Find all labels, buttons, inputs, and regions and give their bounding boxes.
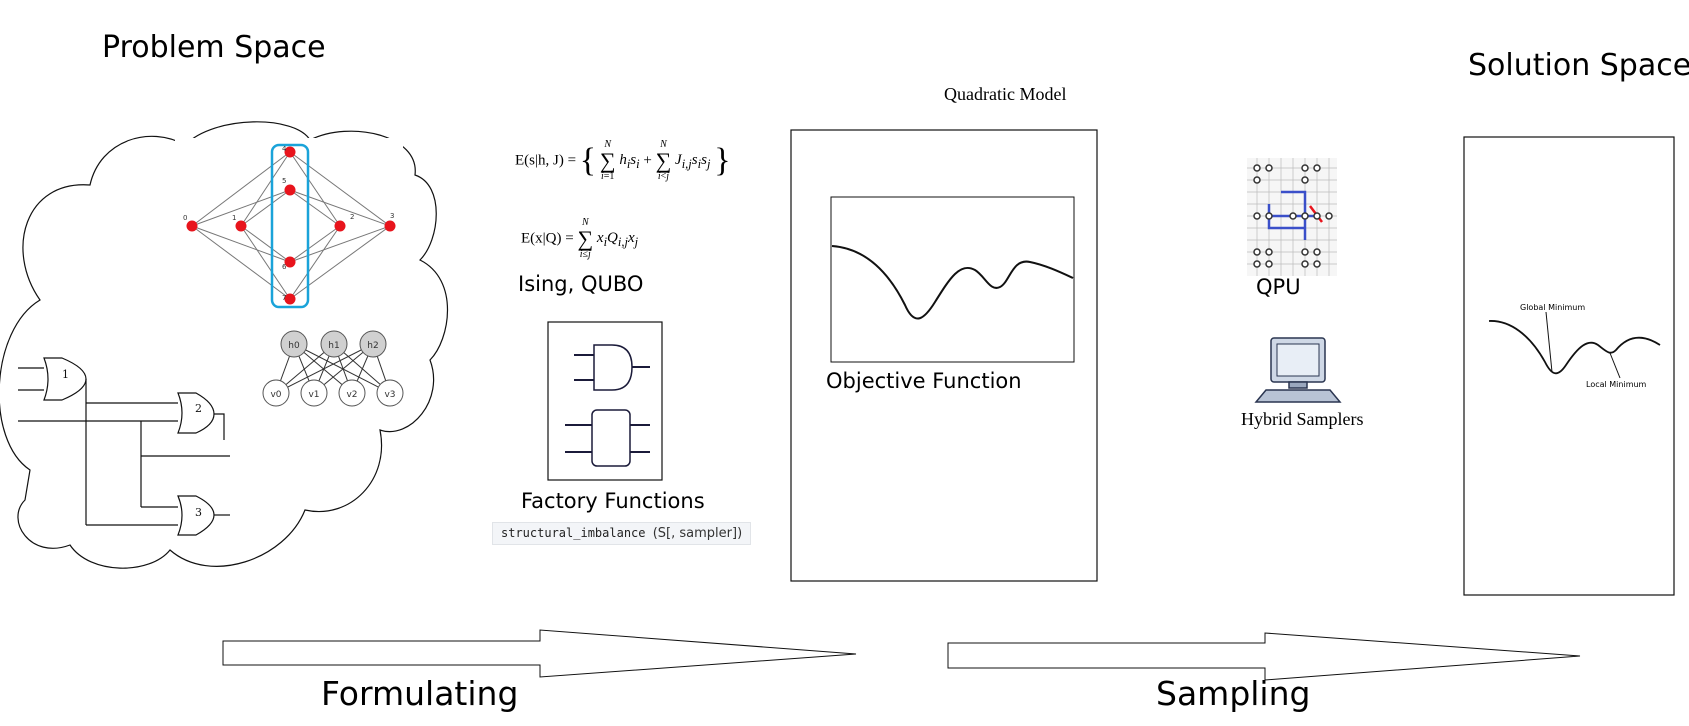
solution-space-title: Solution Space — [1468, 48, 1689, 83]
node-label: 3 — [390, 212, 394, 220]
graph-node — [284, 146, 296, 158]
code-args: (S[, sampler]) — [652, 526, 743, 541]
gate-label: 1 — [62, 368, 69, 381]
node-label: 0 — [183, 214, 187, 222]
rbm-visible-node — [376, 379, 404, 407]
rbm-label: h2 — [367, 341, 378, 351]
node-label: 4 — [282, 145, 287, 153]
graph-node — [284, 256, 296, 268]
graph-panel — [175, 138, 403, 310]
objective-plot-frame — [830, 196, 1075, 363]
rbm-label: v0 — [270, 390, 281, 400]
rbm-label: v2 — [346, 390, 357, 400]
quadratic-model-label: Quadratic Model — [944, 84, 1067, 104]
graph-node — [186, 220, 198, 232]
rbm-hidden-node — [359, 330, 387, 358]
sampling-arrow — [947, 632, 1581, 681]
node-label: 5 — [282, 177, 286, 185]
logic-gate — [177, 495, 215, 536]
logic-gate — [177, 392, 215, 434]
graph-node — [284, 184, 296, 196]
logic-gate — [43, 357, 87, 401]
node-label: 2 — [350, 213, 354, 221]
graph-nodes — [186, 146, 396, 305]
local-minimum-pointer — [1609, 352, 1621, 379]
global-minimum-label: Global Minimum — [1520, 303, 1585, 312]
code-func: structural_imbalance — [501, 526, 646, 540]
rbm-visible-node — [262, 379, 290, 407]
ising-qubo-label: Ising, QUBO — [518, 272, 644, 296]
rbm-visible-node — [300, 379, 328, 407]
qpu-label: QPU — [1256, 275, 1301, 299]
rbm-hidden-node — [320, 330, 348, 358]
sampling-label: Sampling — [1156, 674, 1311, 713]
node-label: 1 — [232, 214, 236, 222]
rbm-visible-node — [338, 379, 366, 407]
graph-node — [384, 220, 396, 232]
global-minimum-pointer — [1545, 311, 1553, 373]
local-minimum-label: Local Minimum — [1586, 380, 1647, 389]
ising-equation: E(s|h, J) = { N ∑ i=1 hisi + N ∑ i<j Ji,jsis… — [515, 139, 731, 182]
graph-node — [235, 220, 247, 232]
logic-circuit — [18, 357, 230, 536]
factory-gate-icons — [565, 344, 650, 467]
code-snippet: structural_imbalance (S[, sampler]) — [492, 522, 752, 545]
hybrid-samplers-label: Hybrid Samplers — [1241, 409, 1364, 429]
node-label: 6 — [282, 263, 287, 271]
objective-function-label: Objective Function — [826, 369, 1022, 393]
factory-functions-label: Factory Functions — [521, 489, 705, 513]
qpu-chip-icon — [1247, 158, 1337, 276]
rbm-label: v3 — [384, 390, 395, 400]
objective-curve — [831, 245, 1074, 320]
graph-edges — [191, 151, 391, 300]
gate-label: 3 — [195, 506, 202, 519]
factory-functions-box — [547, 321, 663, 481]
node-label: 7 — [282, 294, 286, 302]
rbm-label: h1 — [328, 341, 339, 351]
rbm-hidden-node — [280, 330, 308, 358]
qubo-equation: E(x|Q) = N ∑ i≤j xiQi,jxj — [521, 217, 639, 260]
partition-highlight — [270, 143, 310, 309]
graph-node — [334, 220, 346, 232]
gate-label: 2 — [195, 402, 202, 415]
rbm-label: v1 — [308, 390, 319, 400]
computer-icon — [1254, 337, 1342, 403]
solution-space-box — [1463, 136, 1675, 596]
problem-space-title: Problem Space — [102, 30, 326, 65]
formulating-arrow — [222, 629, 857, 678]
formulating-label: Formulating — [321, 674, 519, 713]
rbm-label: h0 — [288, 341, 300, 351]
graph-node — [284, 293, 296, 305]
energy-landscape-curve — [1488, 320, 1661, 375]
